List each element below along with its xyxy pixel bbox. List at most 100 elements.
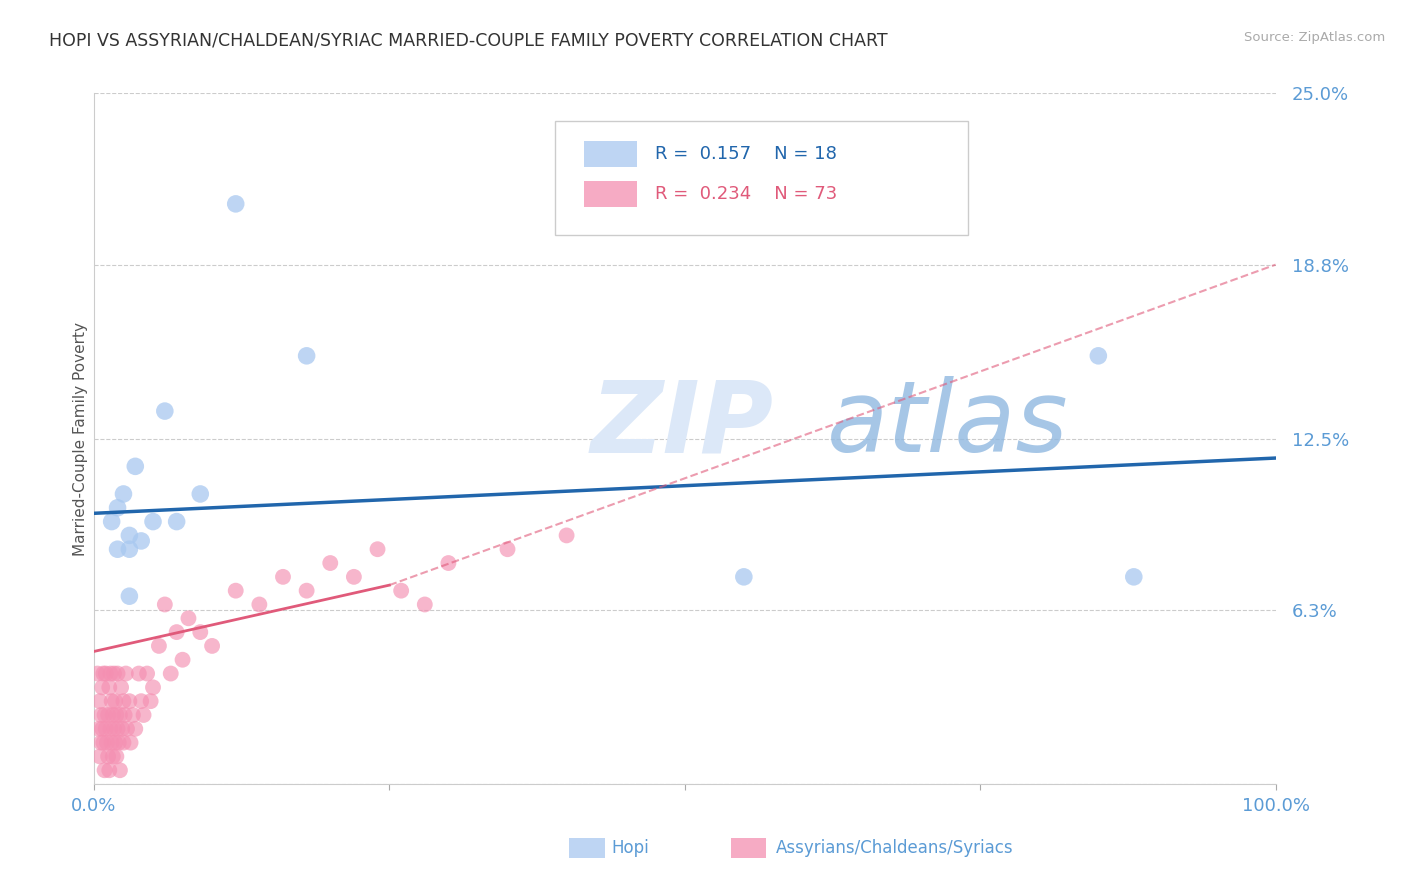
Point bbox=[90, 736, 112, 750]
Text: Assyrians/Chaldeans/Syriacs: Assyrians/Chaldeans/Syriacs bbox=[776, 839, 1014, 857]
Point bbox=[89, 749, 111, 764]
Point bbox=[107, 736, 129, 750]
Point bbox=[97, 708, 120, 723]
Point bbox=[94, 666, 117, 681]
Point bbox=[367, 542, 389, 557]
Point bbox=[295, 583, 318, 598]
Point bbox=[153, 598, 176, 612]
Point bbox=[100, 515, 122, 529]
Point bbox=[93, 736, 115, 750]
FancyBboxPatch shape bbox=[585, 141, 637, 168]
Text: HOPI VS ASSYRIAN/CHALDEAN/SYRIAC MARRIED-COUPLE FAMILY POVERTY CORRELATION CHART: HOPI VS ASSYRIAN/CHALDEAN/SYRIAC MARRIED… bbox=[49, 31, 887, 49]
Point bbox=[100, 694, 122, 708]
Text: R =  0.157    N = 18: R = 0.157 N = 18 bbox=[655, 145, 837, 163]
Point bbox=[105, 708, 128, 723]
Point bbox=[112, 487, 135, 501]
Point bbox=[87, 722, 110, 736]
Point bbox=[1122, 570, 1144, 584]
Point bbox=[437, 556, 460, 570]
Point bbox=[100, 666, 122, 681]
Point bbox=[122, 708, 145, 723]
Point bbox=[97, 749, 120, 764]
Point bbox=[159, 666, 181, 681]
Text: Hopi: Hopi bbox=[612, 839, 650, 857]
Point bbox=[93, 666, 115, 681]
Y-axis label: Married-Couple Family Poverty: Married-Couple Family Poverty bbox=[73, 322, 87, 556]
Point bbox=[118, 694, 141, 708]
Point bbox=[91, 681, 114, 695]
Point bbox=[118, 528, 141, 542]
FancyBboxPatch shape bbox=[555, 121, 969, 235]
Point bbox=[136, 666, 159, 681]
Point bbox=[413, 598, 436, 612]
Point bbox=[107, 666, 129, 681]
Point bbox=[1087, 349, 1109, 363]
Point bbox=[98, 681, 121, 695]
Point bbox=[114, 708, 136, 723]
Point bbox=[94, 722, 117, 736]
Point bbox=[128, 666, 150, 681]
Point bbox=[103, 666, 125, 681]
Point bbox=[188, 625, 211, 640]
Point bbox=[115, 722, 138, 736]
Point bbox=[114, 666, 136, 681]
Point bbox=[100, 736, 122, 750]
Text: Source: ZipAtlas.com: Source: ZipAtlas.com bbox=[1244, 31, 1385, 45]
FancyBboxPatch shape bbox=[585, 181, 637, 207]
Point bbox=[733, 570, 755, 584]
Point bbox=[118, 542, 141, 557]
Point bbox=[124, 722, 146, 736]
Point bbox=[108, 708, 131, 723]
Point bbox=[108, 764, 131, 778]
Point bbox=[104, 736, 127, 750]
Text: ZIP: ZIP bbox=[591, 376, 773, 474]
Point bbox=[101, 749, 124, 764]
Point bbox=[112, 736, 135, 750]
Point bbox=[118, 589, 141, 603]
Point bbox=[389, 583, 412, 598]
Point bbox=[172, 653, 194, 667]
Point bbox=[104, 694, 127, 708]
Point bbox=[91, 722, 114, 736]
Point bbox=[166, 625, 188, 640]
Point bbox=[343, 570, 366, 584]
Point bbox=[555, 528, 578, 542]
Point bbox=[89, 694, 111, 708]
Point bbox=[105, 749, 128, 764]
Point bbox=[93, 708, 115, 723]
Point bbox=[96, 736, 118, 750]
Point bbox=[93, 764, 115, 778]
Point bbox=[98, 764, 121, 778]
Point bbox=[132, 708, 155, 723]
Point bbox=[101, 708, 124, 723]
Point bbox=[129, 694, 152, 708]
Point bbox=[107, 722, 129, 736]
Point bbox=[225, 583, 247, 598]
Point bbox=[225, 197, 247, 211]
Point bbox=[496, 542, 519, 557]
Point bbox=[112, 694, 135, 708]
Point bbox=[319, 556, 342, 570]
Text: atlas: atlas bbox=[827, 376, 1069, 474]
Point bbox=[129, 533, 152, 548]
Point bbox=[201, 639, 224, 653]
Point bbox=[139, 694, 162, 708]
Point bbox=[124, 459, 146, 474]
Point bbox=[153, 404, 176, 418]
Point bbox=[177, 611, 200, 625]
Point bbox=[120, 736, 142, 750]
Point bbox=[247, 598, 270, 612]
Point bbox=[100, 722, 122, 736]
Text: R =  0.234    N = 73: R = 0.234 N = 73 bbox=[655, 186, 838, 203]
Point bbox=[110, 681, 132, 695]
Point bbox=[107, 500, 129, 515]
Point bbox=[90, 708, 112, 723]
Point bbox=[142, 515, 165, 529]
Point bbox=[142, 681, 165, 695]
Point bbox=[111, 722, 134, 736]
Point bbox=[86, 666, 108, 681]
Point bbox=[271, 570, 294, 584]
Point bbox=[166, 515, 188, 529]
Point bbox=[107, 542, 129, 557]
Point bbox=[103, 722, 125, 736]
